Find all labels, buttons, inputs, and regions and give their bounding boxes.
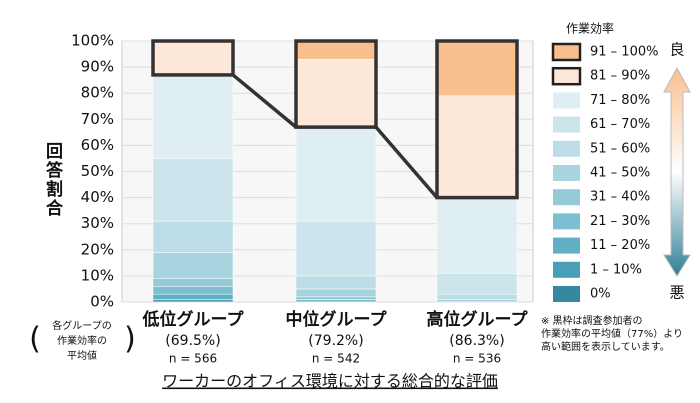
y-tick-label: 60%: [81, 136, 114, 154]
paren: (: [29, 322, 41, 357]
bar-segment: [152, 74, 234, 159]
average-note: 作業効率の: [57, 334, 107, 347]
legend-label: 51 – 60%: [590, 141, 650, 156]
legend-label: 91 – 100%: [590, 45, 658, 60]
average-note: 各グループの: [52, 319, 111, 332]
bar-segment: [152, 299, 234, 303]
legend-swatch: [553, 286, 580, 302]
x-tick-label: 低位グループ: [142, 309, 245, 330]
bar-segment: [295, 275, 377, 290]
legend-swatch: [553, 92, 580, 109]
bar-segment: [295, 126, 377, 222]
average-label: (79.2%): [308, 333, 363, 349]
paren: ): [124, 322, 136, 357]
y-tick-label: 10%: [81, 266, 114, 284]
highlight-box: [151, 39, 235, 77]
bar-segment: [152, 293, 234, 300]
legend-label: 81 – 90%: [590, 69, 650, 84]
y-tick-label: 100%: [71, 32, 114, 50]
x-tick-label: 高位グループ: [427, 309, 529, 330]
bar-segment: [295, 288, 377, 298]
y-tick-label: 70%: [81, 110, 114, 128]
legend-label: 11 – 20%: [590, 238, 650, 253]
note: 作業効率の平均値（77%）より: [541, 327, 683, 340]
connector: [374, 125, 439, 199]
bar-segment: [152, 158, 234, 222]
y-tick-label: 50%: [81, 162, 114, 180]
bar-segment: [295, 296, 377, 300]
legend-bottom: 悪: [669, 284, 684, 302]
bar-segment: [295, 299, 377, 303]
y-tick-label: 30%: [81, 214, 114, 232]
bar-segment: [152, 278, 234, 287]
sample-size: n = 536: [453, 352, 501, 366]
bar-segment: [436, 197, 518, 274]
y-tick-label: 0%: [90, 293, 114, 311]
y-axis-title: 回答割合: [42, 142, 63, 218]
legend-swatch: [551, 66, 582, 86]
bar-segment: [152, 286, 234, 295]
sample-size: n = 566: [169, 352, 217, 366]
bar-segment: [436, 273, 518, 295]
connector: [231, 73, 298, 129]
legend-swatch: [553, 116, 580, 133]
bar-segment: [152, 220, 234, 253]
legend-swatch: [553, 165, 580, 181]
bar-segment: [295, 40, 377, 60]
bar-segment: [436, 293, 518, 300]
y-tick-label: 20%: [81, 240, 114, 258]
quality-arrow: [663, 66, 691, 277]
legend-label: 1 – 10%: [590, 262, 642, 277]
legend-swatch: [553, 237, 580, 254]
legend-label: 61 – 70%: [590, 117, 650, 132]
legend-label: 0%: [590, 287, 611, 302]
legend-title: 作業効率: [566, 21, 614, 36]
bar-segment: [152, 40, 234, 76]
bar-segment: [295, 220, 377, 277]
note: ※ 黒枠は調査参加者の: [541, 314, 643, 327]
y-tick-label: 40%: [81, 188, 114, 206]
legend-label: 21 – 30%: [590, 214, 650, 229]
legend-top: 良: [669, 41, 684, 59]
bar-segment: [152, 252, 234, 279]
highlight-box: [294, 39, 378, 129]
legend-label: 71 – 80%: [590, 93, 650, 108]
x-axis-title: ワーカーのオフィス環境に対する総合的な評価: [162, 372, 498, 391]
legend-swatch: [553, 213, 580, 230]
average-note: 平均値: [67, 349, 97, 362]
average-label: (86.3%): [449, 333, 504, 349]
legend-swatch: [553, 140, 580, 157]
bar-segment: [436, 299, 518, 303]
highlight-box: [435, 39, 519, 200]
legend-swatch: [553, 261, 580, 278]
bar-segment: [436, 40, 518, 97]
bar-segment: [436, 95, 518, 198]
legend-label: 41 – 50%: [590, 166, 650, 181]
legend-swatch: [551, 42, 582, 62]
average-label: (69.5%): [165, 333, 220, 349]
bar-segment: [295, 59, 377, 128]
legend-label: 31 – 40%: [590, 190, 650, 205]
x-tick-label: 中位グループ: [286, 309, 388, 330]
sample-size: n = 542: [312, 352, 360, 366]
legend-swatch: [553, 189, 580, 206]
y-tick-label: 90%: [81, 58, 114, 76]
y-tick-label: 80%: [81, 84, 114, 102]
note: 高い範囲を表示しています。: [541, 340, 670, 353]
